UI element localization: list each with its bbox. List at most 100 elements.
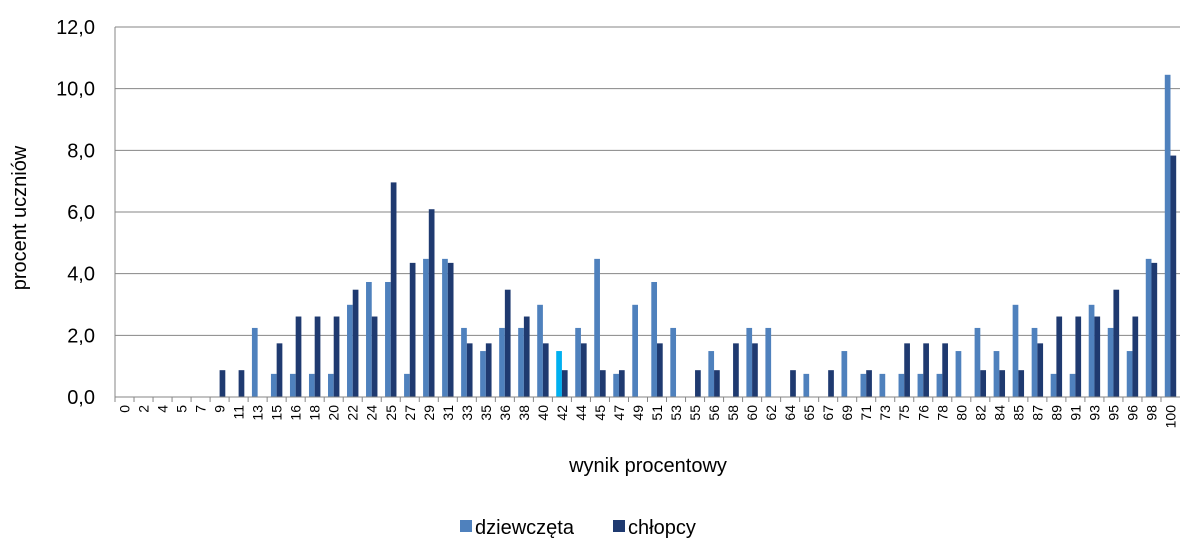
y-tick-label: 4,0 bbox=[67, 264, 95, 286]
x-tick-label: 29 bbox=[421, 405, 437, 421]
bar-chlopcy bbox=[333, 316, 340, 397]
x-tick-label: 58 bbox=[725, 405, 741, 421]
bar-dziewczeta bbox=[404, 373, 410, 397]
x-tick-label: 98 bbox=[1143, 405, 1159, 421]
bar-chlopcy bbox=[504, 289, 511, 397]
x-tick-label: 67 bbox=[820, 405, 836, 421]
x-tick-label: 78 bbox=[934, 405, 950, 421]
bar-chlopcy bbox=[599, 370, 606, 397]
x-tick-label: 22 bbox=[345, 405, 361, 421]
x-tick-label: 9 bbox=[212, 405, 228, 413]
x-tick-label: 47 bbox=[611, 405, 627, 421]
legend-label: dziewczęta bbox=[475, 517, 575, 539]
bar-dziewczeta bbox=[993, 351, 1000, 397]
x-tick-label: 53 bbox=[668, 405, 684, 421]
bar-chlopcy bbox=[714, 370, 720, 397]
bar-dziewczeta bbox=[518, 327, 524, 397]
x-tick-label: 0 bbox=[117, 405, 133, 413]
bar-chlopcy bbox=[428, 209, 435, 397]
bar-chlopcy bbox=[219, 370, 226, 397]
bar-chlopcy bbox=[1094, 316, 1101, 397]
legend-label: chłopcy bbox=[628, 517, 696, 539]
bar-chlopcy bbox=[523, 316, 530, 397]
x-tick-label: 31 bbox=[440, 405, 456, 421]
x-tick-label: 20 bbox=[326, 405, 342, 421]
x-tick-label: 93 bbox=[1086, 405, 1102, 421]
bar-chlopcy bbox=[1018, 370, 1025, 397]
bar-dziewczeta bbox=[251, 327, 258, 397]
bar-dziewczeta bbox=[366, 281, 372, 397]
bar-dziewczeta bbox=[556, 351, 562, 397]
bar-dziewczeta bbox=[1050, 373, 1057, 397]
bar-chlopcy bbox=[542, 343, 549, 397]
bar-dziewczeta bbox=[308, 373, 315, 397]
y-axis-title: procent uczniów bbox=[9, 145, 31, 290]
bar-dziewczeta bbox=[347, 304, 353, 397]
x-tick-label: 15 bbox=[269, 405, 285, 421]
x-tick-label: 2 bbox=[136, 405, 152, 413]
bar-chlopcy bbox=[942, 343, 948, 397]
x-tick-label: 91 bbox=[1067, 405, 1083, 421]
bar-dziewczeta bbox=[1164, 74, 1171, 398]
bars bbox=[219, 74, 1177, 398]
x-tick-label: 56 bbox=[706, 405, 722, 421]
bar-dziewczeta bbox=[1145, 258, 1152, 397]
bar-dziewczeta bbox=[917, 373, 924, 397]
x-tick-label: 16 bbox=[288, 405, 304, 421]
bar-dziewczeta bbox=[1126, 351, 1133, 397]
x-tick-label: 5 bbox=[174, 405, 190, 413]
bar-chlopcy bbox=[409, 262, 416, 397]
x-tick-label: 100 bbox=[1162, 405, 1178, 429]
bar-dziewczeta bbox=[708, 351, 715, 397]
x-tick-label: 96 bbox=[1124, 405, 1140, 421]
x-tick-label: 49 bbox=[630, 405, 646, 421]
legend-swatch bbox=[460, 520, 472, 532]
bar-dziewczeta bbox=[670, 327, 677, 397]
x-tick-label: 42 bbox=[554, 405, 570, 421]
bar-dziewczeta bbox=[575, 327, 581, 397]
y-tick-label: 2,0 bbox=[67, 325, 95, 347]
y-tick-label: 6,0 bbox=[67, 202, 95, 224]
bar-dziewczeta bbox=[955, 351, 962, 397]
bar-dziewczeta bbox=[499, 327, 505, 397]
bar-chlopcy bbox=[828, 370, 834, 397]
bar-dziewczeta bbox=[746, 327, 753, 397]
bar-chlopcy bbox=[923, 343, 929, 397]
bar-dziewczeta bbox=[632, 304, 638, 397]
bar-chlopcy bbox=[1132, 316, 1139, 397]
x-tick-label: 45 bbox=[592, 405, 608, 421]
legend-swatch bbox=[613, 520, 625, 532]
x-tick-label: 18 bbox=[307, 405, 323, 421]
bar-dziewczeta bbox=[841, 351, 848, 397]
bar-dziewczeta bbox=[1088, 304, 1095, 397]
bar-chlopcy bbox=[390, 182, 397, 397]
bar-chlopcy bbox=[238, 370, 245, 397]
x-tick-label: 95 bbox=[1105, 405, 1121, 421]
bar-chlopcy bbox=[352, 289, 359, 397]
bar-chlopcy bbox=[657, 343, 663, 397]
bar-dziewczeta bbox=[537, 304, 543, 397]
bar-chlopcy bbox=[733, 343, 739, 397]
bar-dziewczeta bbox=[803, 373, 810, 397]
x-tick-label: 85 bbox=[1010, 405, 1026, 421]
x-tick-label: 87 bbox=[1029, 405, 1045, 421]
bar-chlopcy bbox=[752, 343, 758, 397]
y-tick-label: 12,0 bbox=[56, 17, 95, 39]
y-tick-label: 10,0 bbox=[56, 79, 95, 101]
bar-dziewczeta bbox=[442, 258, 448, 397]
y-tick-label: 0,0 bbox=[67, 387, 95, 409]
bar-dziewczeta bbox=[270, 373, 277, 397]
x-tick-label: 36 bbox=[497, 405, 513, 421]
x-tick-label: 13 bbox=[250, 405, 266, 421]
x-tick-label: 25 bbox=[383, 405, 399, 421]
bar-dziewczeta bbox=[1012, 304, 1019, 397]
bar-chlopcy bbox=[1113, 289, 1120, 397]
x-tick-label: 73 bbox=[877, 405, 893, 421]
x-tick-label: 80 bbox=[953, 405, 969, 421]
x-tick-label: 76 bbox=[915, 405, 931, 421]
bar-dziewczeta bbox=[385, 281, 391, 397]
x-tick-label: 27 bbox=[402, 405, 418, 421]
x-tick-label: 24 bbox=[364, 405, 380, 421]
